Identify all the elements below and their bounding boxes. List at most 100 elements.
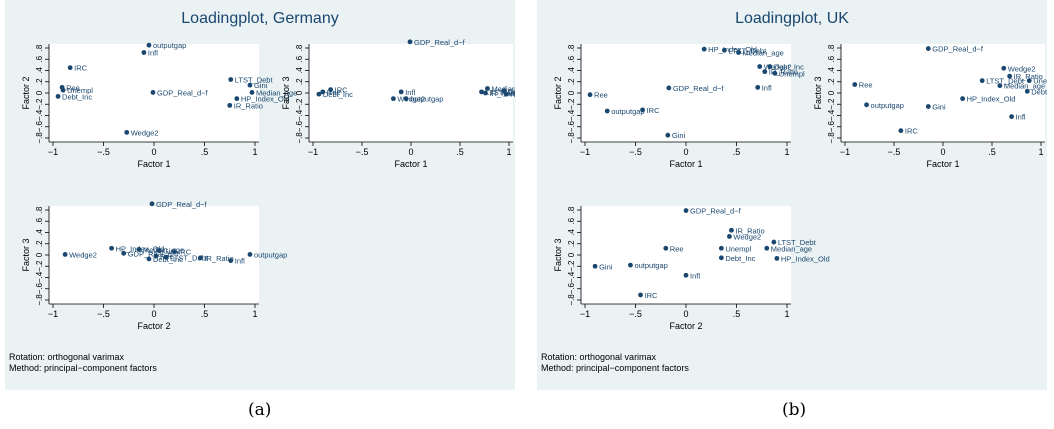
loading-point <box>772 70 778 76</box>
point-label: Gini <box>163 247 177 256</box>
point-label: IRC <box>178 248 192 257</box>
subcaption-b: (b) <box>782 400 807 420</box>
x-tick-label: −1 <box>308 147 318 157</box>
point-label: Ree <box>670 244 684 253</box>
point-label: Infl <box>148 49 158 58</box>
point-label: Infl <box>1016 113 1026 122</box>
point-label: Unempl <box>67 86 93 95</box>
x-axis-title: Factor 1 <box>394 159 427 169</box>
y-tick-label: .8 <box>567 44 576 51</box>
point-label: Gini <box>599 262 613 271</box>
y-tick-label: −.4 <box>35 109 44 121</box>
y-tick-label: −.2 <box>35 98 44 110</box>
point-label: LTST_Debt <box>235 76 274 85</box>
loading-point <box>683 208 689 213</box>
y-axis-title: Factor 3 <box>281 76 291 109</box>
y-tick-label: −.2 <box>567 260 576 272</box>
loading-point <box>146 42 152 48</box>
y-tick-label: .8 <box>295 44 304 51</box>
loading-point <box>755 84 761 90</box>
loading-point <box>665 132 671 138</box>
x-tick-label: −.5 <box>888 147 901 157</box>
y-tick-label: .2 <box>35 78 44 85</box>
y-tick-label: −.4 <box>567 109 576 121</box>
y-axis-title: Factor 2 <box>21 76 31 109</box>
loading-point <box>328 87 334 93</box>
point-label: GDP_Real_d−f <box>128 249 180 258</box>
point-label: Ree <box>594 91 608 100</box>
loading-point <box>960 96 965 102</box>
point-label: IR_Ratio <box>489 89 515 98</box>
y-tick-label: .8 <box>35 206 44 213</box>
point-label: Unempl <box>1033 77 1047 86</box>
loading-point <box>234 96 240 102</box>
loading-point <box>718 245 724 251</box>
point-label: Wedge2 <box>397 95 425 104</box>
point-label: GDP_Real_d−f <box>414 38 466 47</box>
point-label: IR_Ratio <box>204 254 233 263</box>
point-label: Debt_Inc <box>323 90 353 99</box>
x-axis-title: Factor 1 <box>926 159 959 169</box>
loading-point <box>767 64 773 69</box>
scatter-plot-2: −1 −.5 0 .5 1 −.8−.6−.4−.2 0 .2 .4 .6 .8 Factor 2 Fa… <box>21 200 287 331</box>
loading-point <box>150 90 156 95</box>
y-tick-label: −.8 <box>567 294 576 306</box>
point-label: IR_Ratio <box>234 101 263 110</box>
y-tick-label: −.8 <box>35 132 44 144</box>
loading-point <box>247 82 253 88</box>
y-tick-label: .4 <box>827 67 836 74</box>
loading-point <box>925 104 931 109</box>
point-label: Gini <box>508 87 515 96</box>
y-tick-label: −.2 <box>35 260 44 272</box>
loadingplot-germany-panel: Loadingplot, Germany −1 −.5 0.5 1 −.8 −.6 −.4−… <box>5 0 515 390</box>
loading-point <box>764 245 770 251</box>
y-tick-label: 0 <box>567 252 576 257</box>
y-tick-label: −.6 <box>35 283 44 295</box>
y-tick-label: .4 <box>35 229 44 236</box>
y-tick-label: −.6 <box>567 283 576 295</box>
loadingplot-uk-panel: Loadingplot, UK −1 −.5 0.5 1 −.8 −.6 −.4 −.2 0.2… <box>537 0 1047 390</box>
y-tick-label: .6 <box>295 55 304 62</box>
point-label: HP_Index_Old <box>781 254 830 263</box>
y-tick-label: 0 <box>827 90 836 95</box>
loading-point <box>701 46 707 52</box>
y-tick-label: −.8 <box>295 132 304 144</box>
loading-point <box>604 108 610 114</box>
loading-point <box>718 255 724 261</box>
loading-point <box>249 90 255 95</box>
loading-point <box>153 253 159 259</box>
x-axis-title: Factor 1 <box>669 159 702 169</box>
loading-point <box>163 254 169 260</box>
point-label: IRC <box>647 106 661 115</box>
loading-point <box>121 250 127 256</box>
loading-point <box>483 90 488 96</box>
plot-area <box>581 44 791 142</box>
x-tick-label: −1 <box>580 309 590 319</box>
loading-point <box>1007 73 1013 79</box>
point-label: Debt_Inc <box>1031 87 1047 96</box>
loading-point <box>228 77 234 82</box>
y-tick-label: .2 <box>567 78 576 85</box>
loading-point <box>1024 88 1030 94</box>
point-label: Wedge2 <box>764 63 792 72</box>
loading-point <box>638 292 643 298</box>
y-tick-label: −.2 <box>295 98 304 110</box>
point-label: outputgap <box>153 41 186 50</box>
loading-point <box>503 91 509 97</box>
y-tick-label: 0 <box>567 90 576 95</box>
point-label: HP_Index_Old <box>967 95 1016 104</box>
point-label: Ree <box>327 88 341 97</box>
y-axis-title: Factor 3 <box>21 238 31 271</box>
y-tick-label: .2 <box>567 240 576 247</box>
point-label: Gini <box>254 81 268 90</box>
y-tick-label: .2 <box>295 78 304 85</box>
point-label: HP_Index_Old <box>241 95 290 104</box>
loading-point <box>67 65 73 71</box>
loading-point <box>316 91 322 97</box>
x-tick-label: −.5 <box>629 147 642 157</box>
x-tick-label: .5 <box>456 147 464 157</box>
point-label: outputgap <box>410 95 443 104</box>
y-tick-label: 0 <box>35 252 44 257</box>
scatter-plot-3: −1 −.5 0 .5 1 −.8−.6−.4−.2 0 .2 .4 .6 .8 Factor 1 Fa… <box>553 44 805 169</box>
point-label: GDP_Real_d−f <box>156 200 208 209</box>
